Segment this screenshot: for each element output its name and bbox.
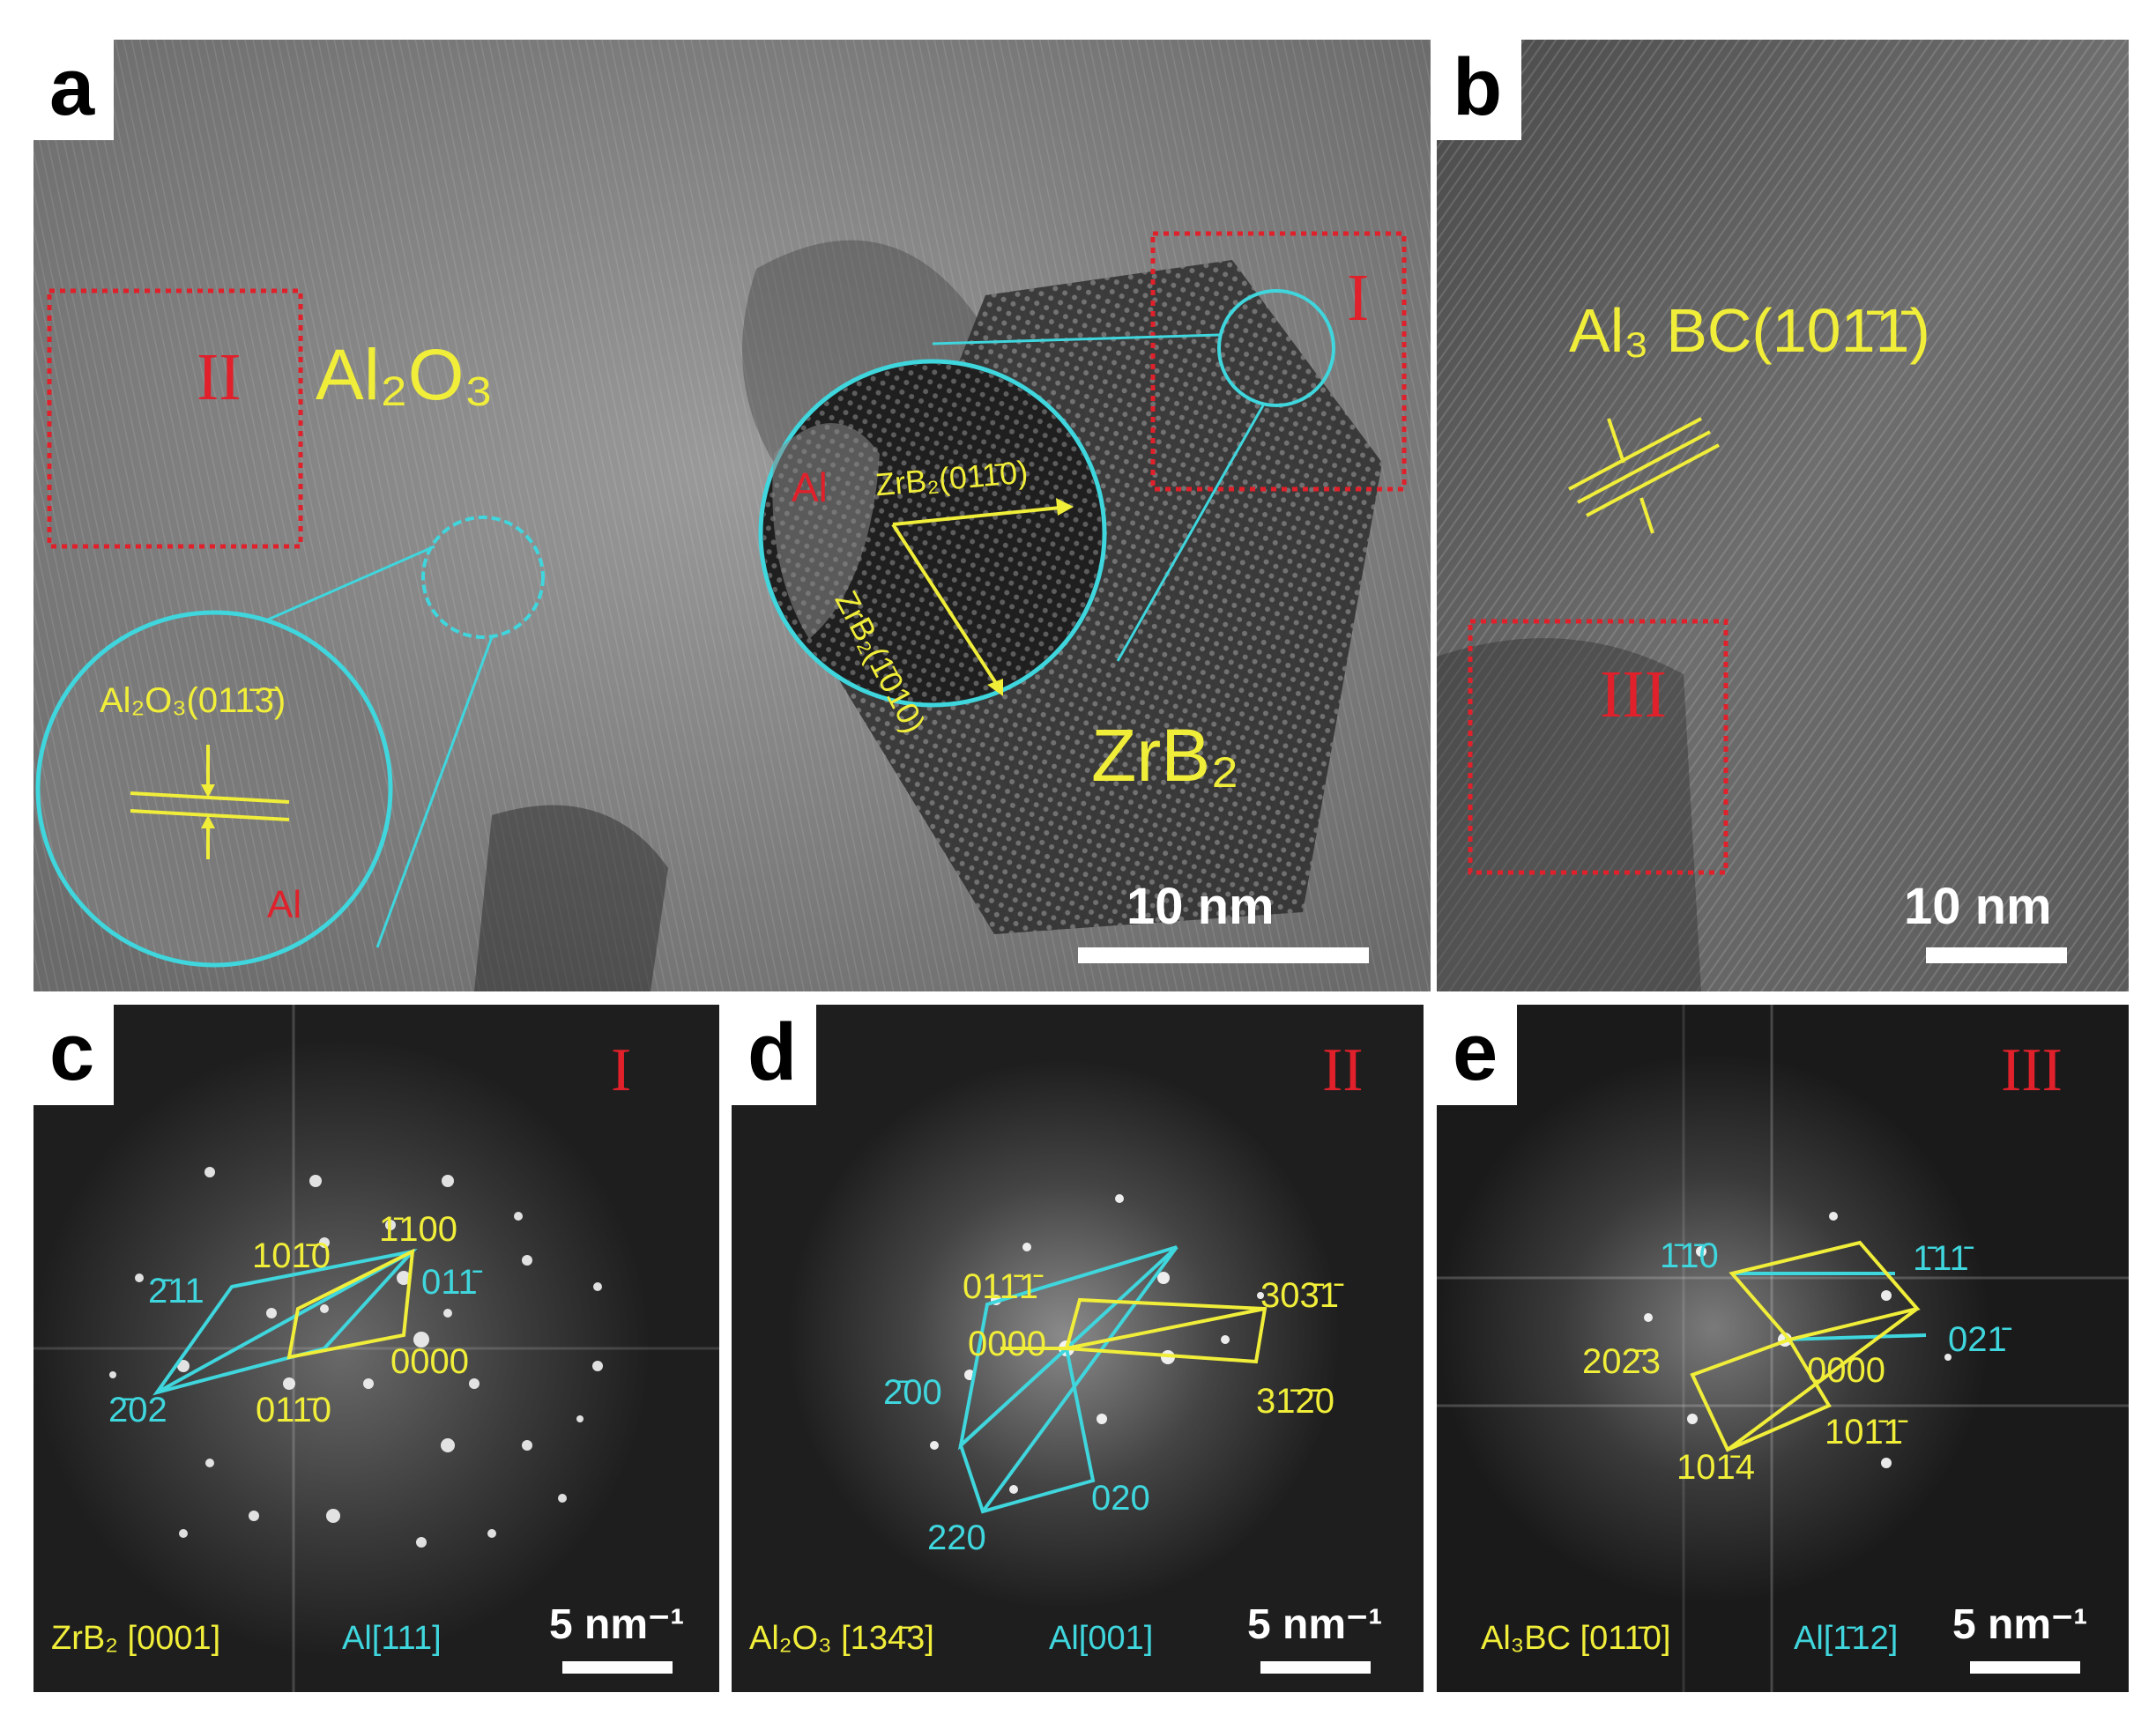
panel-a-scale-label: 10 nm	[1126, 878, 1275, 935]
panel-e-scale-label: 5 nm⁻¹	[1952, 1601, 2088, 1648]
panel-a-micrograph	[33, 40, 1431, 991]
region-III-label: III	[1600, 657, 1667, 731]
panel-c-letter: c	[33, 1005, 115, 1105]
phase-label-alumina: Al₂O₃	[316, 335, 494, 415]
panel-b-scale-bar	[1926, 947, 2067, 963]
panel-d-letter: d	[732, 1005, 817, 1105]
panel-d-zone-alumina: Al₂O₃ [134̄3]	[749, 1620, 934, 1657]
spot-label-11-1: 1̄11̄	[1913, 1239, 1969, 1278]
panel-e-region: III	[2001, 1036, 2063, 1104]
spot-label-30-31: 303̄1̄	[1260, 1276, 1339, 1315]
spot-label-020: 020	[1091, 1479, 1150, 1518]
region-III-box	[1468, 619, 1729, 875]
spot-label-02-1: 021̄	[1948, 1320, 2007, 1359]
panel-a-scale-bar	[1078, 947, 1369, 963]
spot-label-31-20: 31̄2̄0	[1256, 1382, 1334, 1421]
panel-d-pattern	[732, 1005, 1424, 1692]
spot-label-0000: 0000	[968, 1325, 1046, 1363]
spot-label-0000: 0000	[390, 1342, 469, 1381]
panel-c-scale-label: 5 nm⁻¹	[549, 1601, 685, 1648]
spot-label-10-14: 101̄4	[1676, 1448, 1755, 1487]
inset-alumina-al-label: Al	[267, 883, 302, 926]
panel-b-scale-label: 10 nm	[1904, 878, 2052, 935]
panel-e-fft: e III 1̄1̄0 1̄11̄ 202̄3 021̄ 0000 101̄1̄…	[1437, 1005, 2129, 1692]
spot-label-10-10: 101̄0	[252, 1236, 331, 1275]
panel-d-region: II	[1322, 1036, 1364, 1104]
spot-label-1-100: 1̄100	[379, 1210, 457, 1249]
panel-d-fft: d II 011̄1̄ 303̄1̄ 0000 31̄2̄0 2̄00 220 …	[732, 1005, 1424, 1692]
spot-label-1-1-0: 1̄1̄0	[1660, 1236, 1719, 1275]
panel-b-letter: b	[1437, 40, 1522, 140]
panel-a-letter: a	[33, 40, 115, 140]
spot-label-202: 2̄02	[108, 1391, 167, 1429]
panel-b-hrtem: b Al₃ BC(101̄1̄) III 10 nm	[1437, 40, 2129, 991]
panel-d-scale-label: 5 nm⁻¹	[1247, 1601, 1383, 1648]
spot-label-01-10: 011̄0	[256, 1391, 332, 1429]
panel-c-zone-al: Al[111]	[342, 1620, 442, 1657]
spot-label-200: 2̄00	[883, 1373, 942, 1412]
panel-e-letter: e	[1437, 1005, 1518, 1105]
panel-c-fft: c I 1̄100 101̄0 011̄ 2̄11 0000 2̄02 011̄…	[33, 1005, 719, 1692]
panel-d-zone-al: Al[001]	[1049, 1620, 1154, 1657]
spot-label-220: 220	[927, 1518, 986, 1557]
panel-c-region: I	[611, 1036, 632, 1104]
panel-d-scale-bar	[1260, 1661, 1371, 1674]
al3bc-plane-label: Al₃ BC(101̄1̄)	[1569, 296, 1930, 365]
spot-label-0000: 0000	[1807, 1351, 1885, 1390]
panel-c-zone-zrb2: ZrB₂ [0001]	[51, 1620, 221, 1657]
spot-label-211: 2̄11	[148, 1272, 204, 1310]
panel-b-micrograph	[1437, 40, 2129, 991]
region-I-label: I	[1347, 261, 1370, 335]
spot-label-20-23: 202̄3	[1582, 1342, 1661, 1381]
panel-c-scale-bar	[562, 1661, 673, 1674]
spot-label-01-1: 011̄	[421, 1263, 478, 1302]
panel-e-zone-al3bc: Al₃BC [011̄0]	[1481, 1620, 1671, 1657]
panel-e-scale-bar	[1970, 1661, 2080, 1674]
inset-zrb2-al-label: Al	[792, 464, 828, 510]
panel-a-hrtem: a Al₂O₃ ZrB₂ II I Al₂O₃(011̄3̄) Al Al Zr…	[33, 40, 1431, 991]
inset-alumina-plane-label: Al₂O₃(011̄3̄)	[100, 681, 286, 720]
spot-label-10-1-1: 101̄1̄	[1825, 1413, 1903, 1452]
spot-label-01-11: 011̄1̄	[963, 1267, 1039, 1306]
panel-e-zone-al: Al[1̄12]	[1794, 1620, 1899, 1657]
panel-c-pattern	[33, 1005, 719, 1692]
phase-label-zrb2: ZrB₂	[1091, 714, 1239, 797]
region-II-label: II	[197, 340, 242, 414]
panel-e-pattern	[1437, 1005, 2129, 1692]
